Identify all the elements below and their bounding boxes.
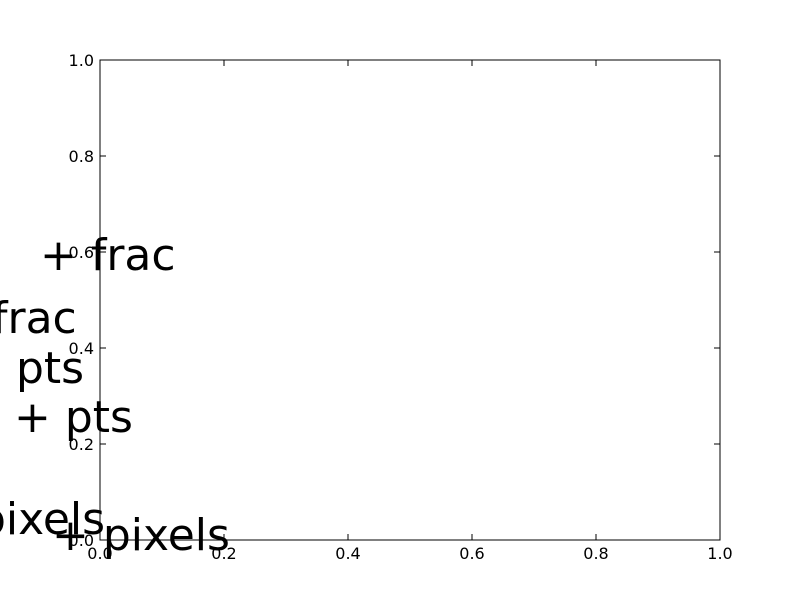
x-tick-label: 0.0 bbox=[87, 544, 112, 563]
annotation-frac: frac bbox=[0, 293, 77, 344]
annotation-pts-plus: + pts bbox=[14, 392, 133, 443]
x-axis-ticks: 0.0 0.2 0.4 0.6 0.8 1.0 bbox=[87, 60, 733, 563]
annotation-pts: pts bbox=[16, 343, 84, 394]
y-tick-label: 1.0 bbox=[69, 51, 94, 70]
y-axis-ticks: 0.0 0.2 0.4 0.6 0.8 1.0 bbox=[69, 51, 720, 550]
x-tick-label: 0.4 bbox=[335, 544, 360, 563]
x-tick-label: 0.2 bbox=[211, 544, 236, 563]
x-tick-label: 1.0 bbox=[707, 544, 732, 563]
y-tick-label: 0.2 bbox=[69, 435, 94, 454]
y-tick-label: 0.4 bbox=[69, 339, 94, 358]
y-tick-label: 0.8 bbox=[69, 147, 94, 166]
annotation-pixels: pixels bbox=[0, 494, 105, 545]
plot-area bbox=[99, 59, 721, 541]
x-tick-label: 0.6 bbox=[459, 544, 484, 563]
y-tick-label: 0.0 bbox=[69, 531, 94, 550]
annotations: + frac frac pts + pts pixels + pixels bbox=[0, 230, 230, 561]
annotation-frac-plus: + frac bbox=[40, 230, 176, 281]
annotation-pixels-plus: + pixels bbox=[52, 510, 230, 561]
x-tick-label: 0.8 bbox=[583, 544, 608, 563]
y-tick-label: 0.6 bbox=[69, 243, 94, 262]
